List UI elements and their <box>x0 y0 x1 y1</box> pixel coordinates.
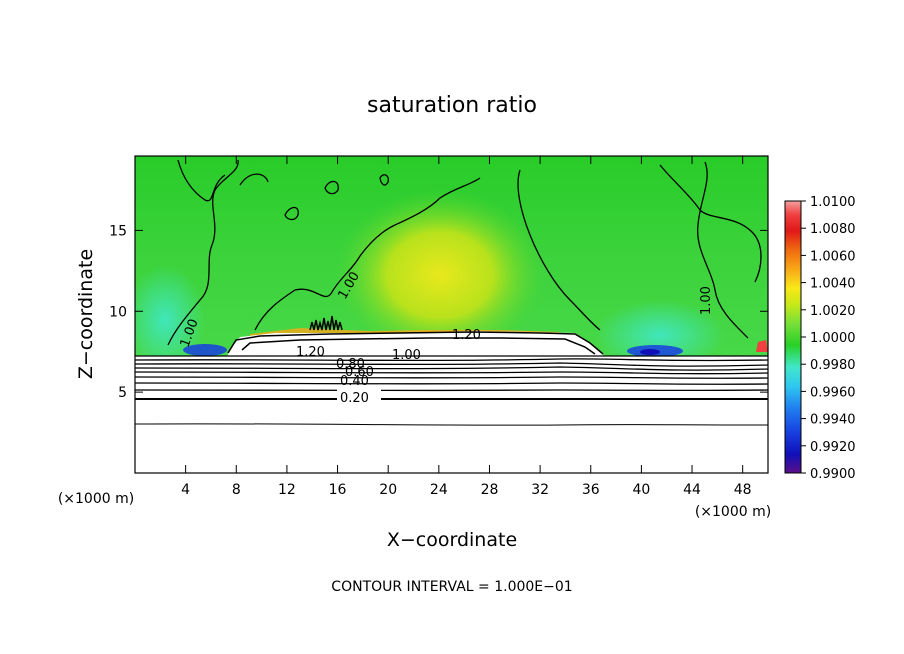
field-blue-left <box>183 344 227 356</box>
contour-level-10 <box>135 423 768 426</box>
cloud-edge-red <box>756 340 768 352</box>
x-tick-label: 8 <box>232 482 241 498</box>
colorbar-tick-label: 0.9920 <box>810 440 856 455</box>
contour-label-3: 1.00 <box>699 286 714 315</box>
x-tick-label: 28 <box>481 482 499 498</box>
x-tick-label: 44 <box>683 482 701 498</box>
contour-label-8: 0.60 <box>345 365 374 380</box>
x-tick-label: 32 <box>531 482 549 498</box>
contour-label-5: 1.20 <box>296 345 325 360</box>
x-axis: 4 8 12 16 20 24 28 32 36 40 44 48 <box>181 156 752 498</box>
x-tick-label: 20 <box>379 482 397 498</box>
field-lower <box>135 356 768 473</box>
x-unit-right: (×1000 m) <box>695 504 771 520</box>
x-tick-label: 12 <box>278 482 296 498</box>
contours-lower <box>135 355 768 426</box>
contour-level-4 <box>135 366 768 371</box>
x-tick-label: 36 <box>582 482 600 498</box>
colorbar-labels: 1.0100 1.0080 1.0060 1.0040 1.0020 1.0000 0.99… <box>801 195 856 482</box>
contour-level-6 <box>135 376 768 379</box>
x-axis-title: X−coordinate <box>387 529 517 551</box>
contour-label-4: 1.20 <box>452 328 481 343</box>
contour-cloud-top-ripples <box>309 315 343 331</box>
colorbar-tick-label: 1.0000 <box>810 331 856 346</box>
contour-small-1 <box>284 206 299 221</box>
contour-1-00-right-mid <box>517 169 601 331</box>
y-tick-label: 10 <box>109 304 127 320</box>
field-plume <box>335 190 545 360</box>
y-axis-title: Z−coordinate <box>75 249 97 379</box>
colorbar-tick-label: 0.9900 <box>810 467 856 482</box>
contour-1-00-mid <box>254 177 481 331</box>
colorbar-tick-label: 0.9960 <box>810 385 856 400</box>
contour-small-3 <box>379 174 389 186</box>
y-axis: 5 10 15 <box>109 223 768 401</box>
colorbar-tick-label: 1.0080 <box>810 222 856 237</box>
colorbar-tick-label: 0.9940 <box>810 413 856 428</box>
field-purple-right <box>640 349 660 355</box>
x-tick-label: 40 <box>632 482 650 498</box>
contour-label-backgrounds <box>337 388 381 404</box>
contour-level-2 <box>135 358 768 362</box>
colorbar-tick-label: 1.0040 <box>810 277 856 292</box>
contour-level-3 <box>135 362 768 367</box>
contour-interval-note: CONTOUR INTERVAL = 1.000E−01 <box>331 579 572 595</box>
colorbar-tick-label: 1.0020 <box>810 304 856 319</box>
contour-label-7: 1.00 <box>392 348 421 363</box>
y-tick-label: 15 <box>109 223 127 239</box>
contour-label-10: 0.20 <box>340 391 369 406</box>
contour-small-2 <box>324 180 339 195</box>
contour-label-6: 0.80 <box>336 357 365 372</box>
contour-small-4 <box>239 173 269 186</box>
y-tick-label: 5 <box>118 385 127 401</box>
contours-cloud <box>227 315 604 355</box>
colorbar: 1.0100 1.0080 1.0060 1.0040 1.0020 1.0000 0.99… <box>784 195 856 482</box>
contour-cloud-inner <box>241 337 596 355</box>
contour-cloud-top <box>227 331 604 355</box>
colorbar-tick-label: 1.0100 <box>810 195 856 210</box>
colorbar-tick-label: 0.9980 <box>810 358 856 373</box>
colorbar-tick-label: 1.0060 <box>810 249 856 264</box>
contour-level-5 <box>135 371 768 375</box>
field-cyan-right <box>595 300 725 370</box>
contour-1-00-left-b <box>177 159 226 202</box>
contour-1-00-right-b <box>659 164 762 283</box>
plot-area: 1.00 1.00 1.00 1.20 1.20 0.80 1.00 0.60 … <box>135 156 768 473</box>
x-tick-label: 24 <box>430 482 448 498</box>
contour-1-00-right <box>697 161 749 339</box>
contours-upper <box>167 159 762 346</box>
plot-frame <box>134 155 769 474</box>
contour-level-7 <box>135 382 768 385</box>
colorbar-gradient <box>784 200 802 474</box>
contour-label-9: 0.40 <box>340 374 369 389</box>
x-tick-label: 4 <box>181 482 190 498</box>
x-unit-left: (×1000 m) <box>58 491 134 507</box>
x-tick-label: 48 <box>734 482 752 498</box>
x-tick-label: 16 <box>329 482 347 498</box>
contour-1-00-left <box>167 159 239 346</box>
chart-title: saturation ratio <box>367 93 537 118</box>
